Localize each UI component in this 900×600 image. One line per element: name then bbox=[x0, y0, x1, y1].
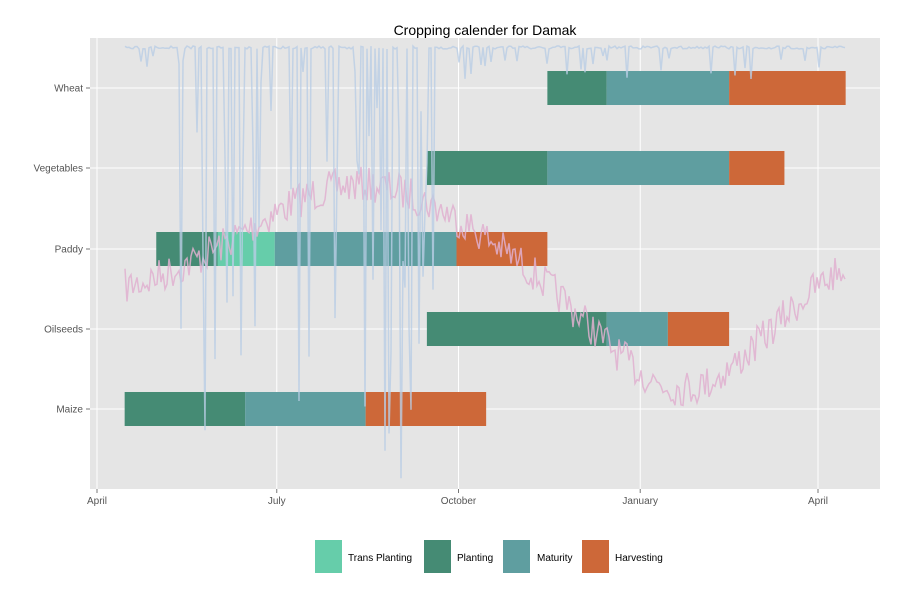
bar-maize-planting bbox=[124, 392, 246, 426]
y-tick-label: Wheat bbox=[54, 84, 83, 95]
x-axis: April July October January April bbox=[87, 489, 828, 507]
legend-swatch bbox=[315, 540, 342, 573]
x-tick-label: April bbox=[808, 496, 828, 507]
legend-swatch bbox=[582, 540, 609, 573]
x-tick-label: April bbox=[87, 496, 107, 507]
y-tick-label: Oilseeds bbox=[44, 325, 83, 336]
legend-swatch bbox=[424, 540, 451, 573]
y-axis: Wheat Vegetables Paddy Oilseeds Maize bbox=[34, 84, 90, 416]
y-tick-label: Paddy bbox=[55, 245, 83, 256]
x-tick-label: October bbox=[441, 496, 477, 507]
x-tick-label: January bbox=[622, 496, 658, 507]
legend-swatch bbox=[503, 540, 530, 573]
legend-label: Planting bbox=[457, 553, 493, 564]
legend-label: Harvesting bbox=[615, 553, 663, 564]
bar-wheat-planting bbox=[547, 71, 607, 105]
bar-vegetables-planting bbox=[426, 151, 548, 185]
y-tick-label: Maize bbox=[56, 405, 83, 416]
bar-wheat-harvesting bbox=[729, 71, 846, 105]
y-tick-label: Vegetables bbox=[34, 164, 84, 175]
bar-maize-harvesting bbox=[365, 392, 487, 426]
overlay-line-pink bbox=[124, 166, 846, 407]
bar-maize-maturity bbox=[245, 392, 366, 426]
bar-oilseeds-maturity bbox=[606, 312, 668, 346]
legend: Trans Planting Planting Maturity Harvesting bbox=[315, 540, 663, 573]
bar-wheat-maturity bbox=[606, 71, 730, 105]
chart-title: Cropping calender for Damak bbox=[394, 22, 578, 38]
legend-item-maturity: Maturity bbox=[503, 540, 573, 573]
bar-oilseeds-harvesting bbox=[667, 312, 730, 346]
bar-vegetables-harvesting bbox=[729, 151, 785, 185]
x-tick-label: July bbox=[268, 496, 286, 507]
bar-vegetables-maturity bbox=[547, 151, 730, 185]
legend-item-harvesting: Harvesting bbox=[582, 540, 663, 573]
overlay-lines bbox=[124, 44, 846, 479]
legend-label: Maturity bbox=[537, 553, 573, 564]
overlay-line-blue bbox=[124, 44, 846, 479]
legend-label: Trans Planting bbox=[348, 553, 412, 564]
legend-item-planting: Planting bbox=[424, 540, 493, 573]
legend-item-trans-planting: Trans Planting bbox=[315, 540, 412, 573]
